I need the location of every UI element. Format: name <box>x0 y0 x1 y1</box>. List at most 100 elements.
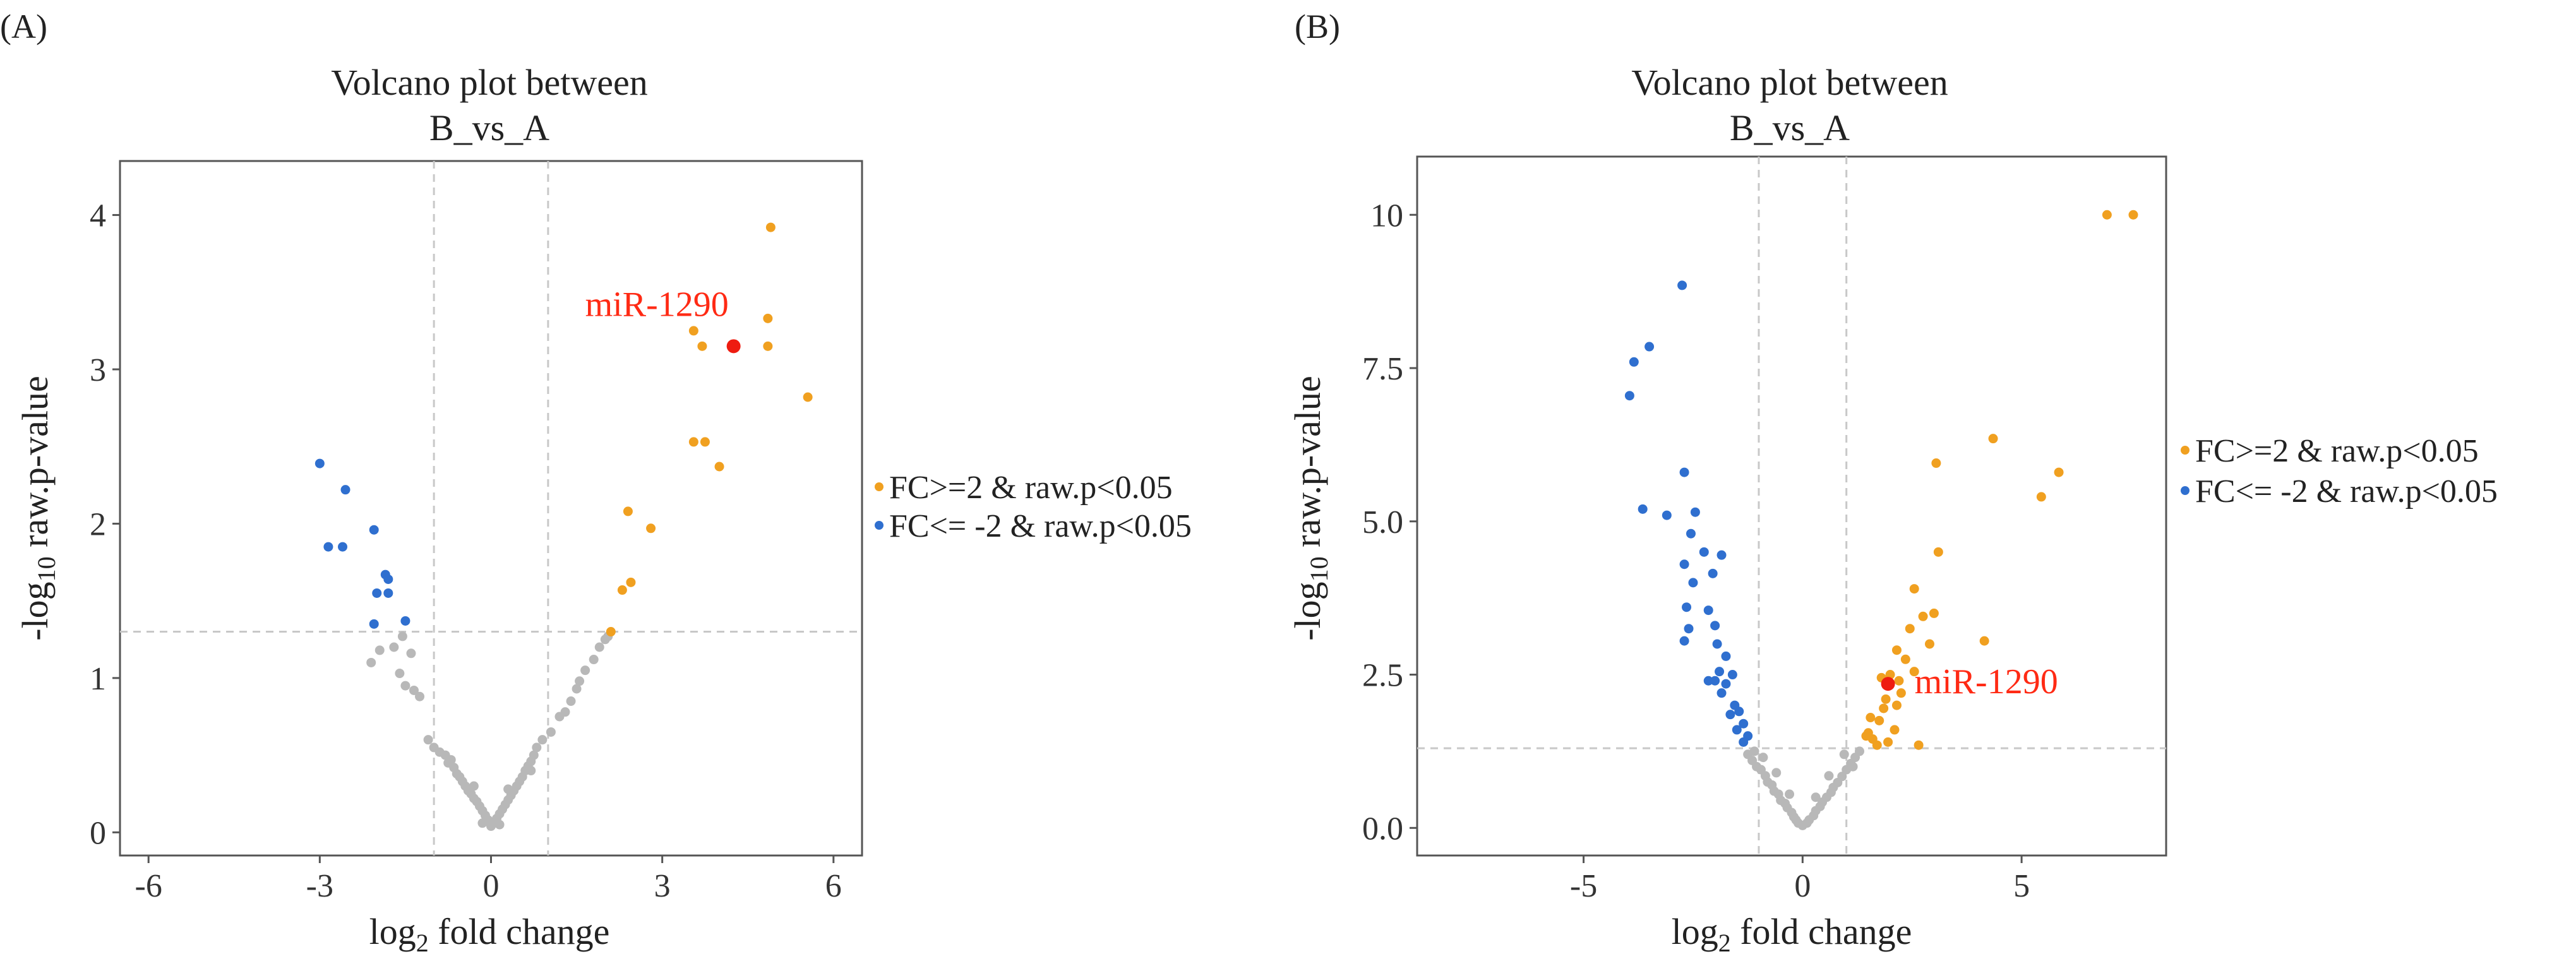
point-down <box>338 542 347 552</box>
x-tick-label: 3 <box>654 868 671 904</box>
highlight-label: miR-1290 <box>585 285 729 324</box>
y-tick-label: 0.0 <box>1362 811 1403 847</box>
point-up <box>1883 737 1893 747</box>
point-ns <box>1837 772 1847 782</box>
point-ns <box>400 681 410 691</box>
point-up <box>714 462 724 472</box>
chart-title-line2: B_vs_A <box>1730 107 1850 148</box>
point-ns <box>469 781 479 791</box>
point-up <box>2036 492 2046 502</box>
point-ns <box>494 820 505 830</box>
point-up <box>646 523 656 534</box>
legend: FC>=2 & raw.p<0.05 FC<= -2 & raw.p<0.05 <box>2181 433 2498 510</box>
point-up <box>763 341 773 351</box>
point-down <box>369 525 379 535</box>
highlight-point <box>1881 677 1895 691</box>
x-axis-label: log2 fold change <box>369 911 610 954</box>
point-ns <box>1771 768 1782 778</box>
x-tick-label: 6 <box>825 868 842 904</box>
legend: FC>=2 & raw.p<0.05 FC<= -2 & raw.p<0.05 <box>875 470 1192 544</box>
point-down <box>400 616 410 626</box>
y-tick-label: 4 <box>90 198 106 234</box>
panel-label-a: (A) <box>0 8 47 45</box>
point-up <box>623 506 633 516</box>
point-down <box>1686 528 1696 539</box>
x-tick-label: 0 <box>1794 868 1811 904</box>
point-ns <box>477 818 488 828</box>
point-up <box>2102 210 2112 220</box>
point-up <box>1879 703 1889 713</box>
point-down <box>1703 605 1713 616</box>
point-ns <box>526 766 536 776</box>
plot-area <box>1416 155 2167 857</box>
threshold-lines <box>1417 157 2166 856</box>
point-ns <box>406 648 416 659</box>
point-down <box>1721 679 1731 689</box>
point-down <box>1679 636 1689 646</box>
point-up <box>626 577 636 587</box>
point-down <box>1716 688 1727 698</box>
y-tick-label: 3 <box>90 352 106 388</box>
point-up <box>1891 700 1902 710</box>
point-up <box>1933 547 1943 557</box>
point-up <box>1891 645 1902 655</box>
point-down <box>383 574 393 584</box>
threshold-lines <box>120 161 862 856</box>
highlight-label: miR-1290 <box>1915 662 2058 701</box>
point-ns <box>1785 789 1795 799</box>
y-tick-label: 10 <box>1370 198 1403 234</box>
y-tick-label: 1 <box>90 661 106 697</box>
point-ns <box>566 696 576 707</box>
point-down <box>1677 280 1687 290</box>
point-down <box>1624 391 1634 401</box>
point-ns <box>1749 746 1759 756</box>
data-points: miR-1290 <box>1624 210 2138 830</box>
point-down <box>1703 676 1713 686</box>
point-up <box>2128 210 2138 220</box>
chart-title-line1: Volcano plot between <box>1631 62 1948 103</box>
chart-title-line2: B_vs_A <box>429 107 549 148</box>
point-up <box>688 437 698 447</box>
point-down <box>1712 639 1722 649</box>
point-up <box>688 326 698 336</box>
point-down <box>1739 718 1749 729</box>
point-ns <box>580 665 590 676</box>
point-down <box>1716 550 1727 560</box>
point-up <box>1909 667 1919 677</box>
point-ns <box>397 631 407 641</box>
point-up <box>765 222 776 232</box>
legend-up-label: FC>=2 & raw.p<0.05 <box>2195 433 2479 469</box>
point-up <box>1881 694 1891 704</box>
point-up <box>1988 434 1998 444</box>
point-ns <box>1824 771 1834 781</box>
point-up <box>2054 467 2064 477</box>
point-up <box>1874 715 1884 725</box>
point-up <box>1896 688 1906 698</box>
point-up <box>1866 713 1876 723</box>
point-down <box>1710 621 1720 631</box>
legend-down-marker <box>2181 486 2190 495</box>
point-ns <box>366 657 376 667</box>
point-down <box>1725 710 1735 720</box>
point-up <box>1979 636 1989 646</box>
point-ns <box>415 691 425 701</box>
legend-up-marker <box>875 482 884 491</box>
point-up <box>697 341 707 351</box>
point-down <box>372 588 382 598</box>
point-down <box>1638 504 1648 514</box>
plot-area <box>119 160 863 857</box>
point-down <box>1727 670 1737 680</box>
x-tick-label: -6 <box>135 868 162 904</box>
legend-up-marker <box>2181 446 2190 455</box>
point-up <box>1900 654 1910 664</box>
point-ns <box>560 707 570 717</box>
axis-ticks: -6 -3 0 3 6 0 1 2 3 4 <box>90 198 842 904</box>
y-tick-label: 0 <box>90 815 106 851</box>
x-tick-label: 5 <box>2013 868 2030 904</box>
point-up <box>1890 725 1900 735</box>
point-up <box>1931 458 1941 468</box>
legend-down-marker <box>875 521 884 530</box>
point-up <box>1867 734 1878 744</box>
point-ns <box>1855 746 1865 756</box>
point-down <box>1715 667 1725 677</box>
